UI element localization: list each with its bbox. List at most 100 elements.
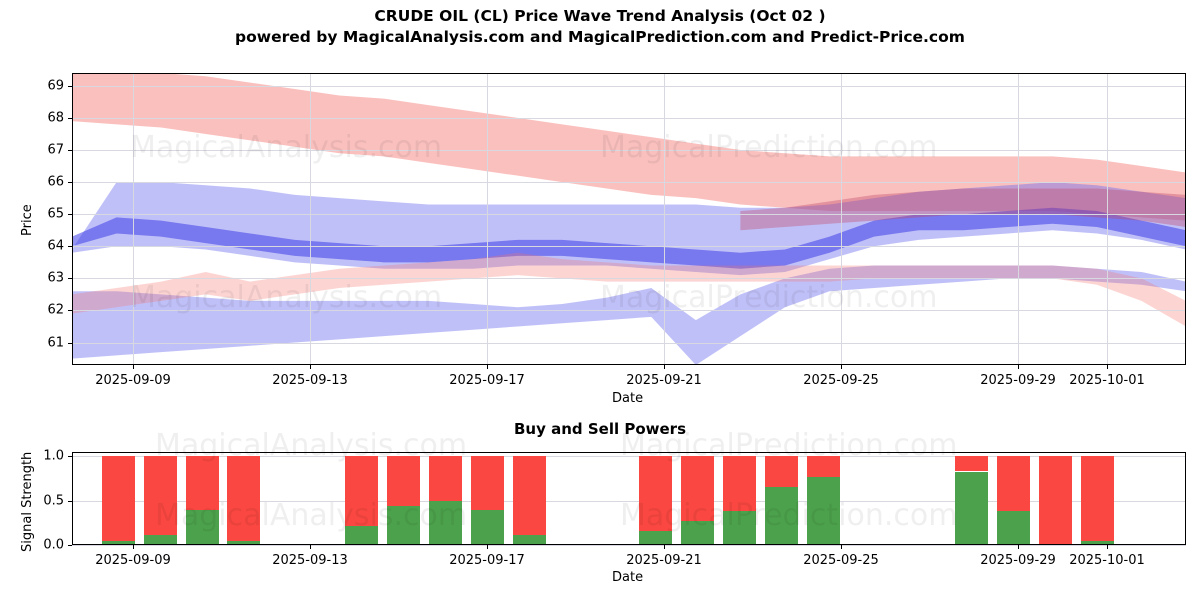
buy-power-segment[interactable] — [470, 510, 504, 545]
gridline-horizontal — [72, 182, 1186, 184]
gridline-vertical — [1018, 73, 1019, 365]
sell-power-segment[interactable] — [101, 456, 135, 542]
price-x-tick-label: 2025-09-25 — [803, 373, 879, 388]
powers-bar[interactable] — [954, 456, 988, 545]
powers-y-tick-label: 1.0 — [43, 448, 64, 464]
price-x-tick-label: 2025-09-29 — [980, 373, 1056, 388]
powers-bar[interactable] — [226, 456, 260, 545]
price-band-0 — [72, 73, 1186, 221]
price-band-4 — [72, 252, 1186, 327]
price-x-tick-label: 2025-09-21 — [626, 373, 702, 388]
buy-power-segment[interactable] — [512, 535, 546, 545]
price-x-tick-label: 2025-09-17 — [449, 373, 525, 388]
price-x-axis-title: Date — [612, 391, 644, 406]
powers-bar[interactable] — [386, 456, 420, 545]
sell-power-segment[interactable] — [996, 456, 1030, 512]
buy-power-segment[interactable] — [806, 476, 840, 545]
sell-power-segment[interactable] — [428, 456, 462, 501]
gridline-horizontal — [72, 246, 1186, 248]
powers-x-tick — [1018, 545, 1019, 549]
gridline-horizontal — [72, 545, 1186, 546]
powers-x-tick — [1107, 545, 1108, 549]
sell-power-segment[interactable] — [806, 456, 840, 477]
gridline-horizontal — [72, 85, 1186, 87]
gridline-horizontal — [72, 214, 1186, 216]
price-band-layer — [72, 73, 1186, 365]
price-y-tick-label: 66 — [47, 174, 64, 190]
powers-bar[interactable] — [512, 456, 546, 545]
gridline-vertical — [310, 73, 311, 365]
buy-power-segment[interactable] — [680, 521, 714, 545]
price-band-5 — [740, 188, 1186, 231]
buy-power-segment[interactable] — [428, 500, 462, 545]
powers-bar[interactable] — [185, 456, 219, 545]
powers-x-tick-label: 2025-09-09 — [95, 553, 171, 568]
buy-power-segment[interactable] — [764, 486, 798, 545]
sell-power-segment[interactable] — [722, 456, 756, 512]
powers-y-axis-title: Signal Strength — [20, 451, 35, 552]
price-y-tick — [68, 214, 72, 216]
powers-x-tick — [487, 545, 488, 549]
buy-power-segment[interactable] — [954, 471, 988, 545]
buy-power-segment[interactable] — [143, 535, 177, 545]
sell-power-segment[interactable] — [143, 456, 177, 536]
sell-power-segment[interactable] — [1038, 456, 1072, 545]
powers-y-tick-label: 0.5 — [43, 493, 64, 509]
sell-power-segment[interactable] — [470, 456, 504, 511]
sell-power-segment[interactable] — [1080, 456, 1114, 542]
price-y-tick-label: 67 — [47, 142, 64, 158]
gridline-vertical — [664, 73, 665, 365]
powers-y-tick — [68, 456, 72, 458]
powers-bar[interactable] — [344, 456, 378, 545]
powers-bar[interactable] — [638, 456, 672, 545]
sell-power-segment[interactable] — [954, 456, 988, 472]
powers-bar[interactable] — [806, 456, 840, 545]
price-y-tick — [68, 278, 72, 280]
powers-x-tick — [664, 545, 665, 549]
powers-bar[interactable] — [680, 456, 714, 545]
powers-x-tick — [133, 545, 134, 549]
powers-bar[interactable] — [101, 456, 135, 545]
price-y-tick-label: 62 — [47, 302, 64, 318]
price-y-tick-label: 63 — [47, 270, 64, 286]
price-y-tick — [68, 342, 72, 344]
price-x-tick — [133, 365, 134, 369]
sell-power-segment[interactable] — [386, 456, 420, 507]
sell-power-segment[interactable] — [638, 456, 672, 531]
powers-bar[interactable] — [996, 456, 1030, 545]
sell-power-segment[interactable] — [185, 456, 219, 511]
price-y-tick-label: 68 — [47, 110, 64, 126]
price-x-tick — [1107, 365, 1108, 369]
sell-power-segment[interactable] — [512, 456, 546, 536]
sell-power-segment[interactable] — [226, 456, 260, 542]
price-x-tick — [487, 365, 488, 369]
buy-power-segment[interactable] — [226, 541, 260, 545]
powers-x-tick-label: 2025-10-01 — [1069, 553, 1145, 568]
price-y-tick-label: 64 — [47, 238, 64, 254]
buy-power-segment[interactable] — [344, 525, 378, 545]
powers-bar[interactable] — [722, 456, 756, 545]
gridline-horizontal — [72, 150, 1186, 151]
powers-bar[interactable] — [470, 456, 504, 545]
powers-bar[interactable] — [143, 456, 177, 545]
sell-power-segment[interactable] — [764, 456, 798, 487]
powers-title: Buy and Sell Powers — [513, 420, 686, 438]
gridline-vertical — [841, 73, 842, 365]
buy-power-segment[interactable] — [185, 510, 219, 545]
gridline-horizontal — [72, 456, 1186, 458]
price-x-tick — [1018, 365, 1019, 369]
buy-power-segment[interactable] — [638, 530, 672, 545]
powers-bar[interactable] — [1038, 456, 1072, 545]
powers-bar[interactable] — [1080, 456, 1114, 545]
buy-power-segment[interactable] — [386, 506, 420, 545]
buy-power-segment[interactable] — [996, 511, 1030, 545]
powers-bar[interactable] — [764, 456, 798, 545]
sell-power-segment[interactable] — [680, 456, 714, 522]
sell-power-segment[interactable] — [344, 456, 378, 526]
gridline-horizontal — [72, 310, 1186, 312]
buy-power-segment[interactable] — [101, 541, 135, 545]
powers-bar[interactable] — [428, 456, 462, 545]
buy-power-segment[interactable] — [1080, 541, 1114, 545]
buy-sell-powers-chart — [72, 452, 1186, 546]
buy-power-segment[interactable] — [722, 511, 756, 545]
